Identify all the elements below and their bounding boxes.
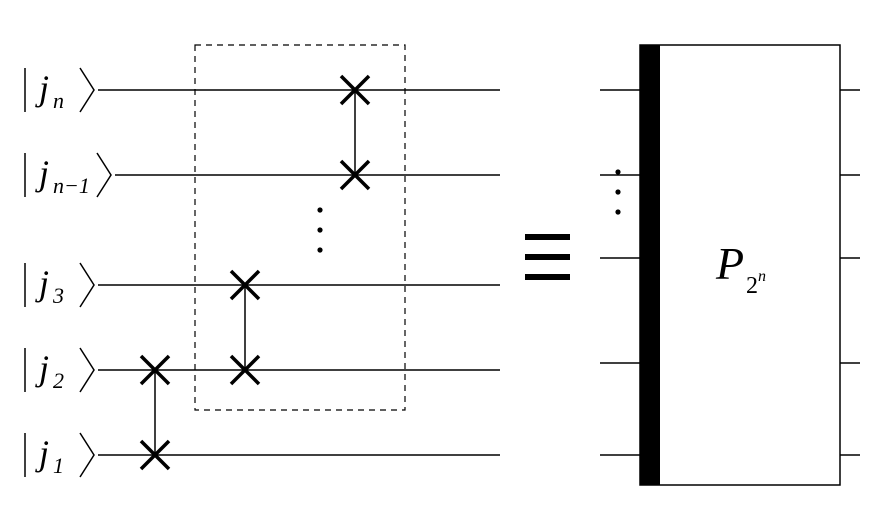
svg-text:2: 2 — [746, 273, 758, 299]
svg-text:j: j — [35, 68, 49, 108]
svg-text:n−1: n−1 — [53, 173, 90, 198]
svg-text:j: j — [35, 263, 49, 303]
svg-text:j: j — [35, 433, 49, 473]
svg-text:j: j — [35, 348, 49, 388]
svg-text:n: n — [53, 88, 64, 113]
svg-text:2: 2 — [53, 368, 64, 393]
svg-text:j: j — [35, 153, 49, 193]
svg-text:P: P — [715, 238, 744, 289]
svg-text:1: 1 — [53, 453, 64, 478]
svg-text:n: n — [758, 268, 766, 285]
svg-text:3: 3 — [52, 283, 64, 308]
